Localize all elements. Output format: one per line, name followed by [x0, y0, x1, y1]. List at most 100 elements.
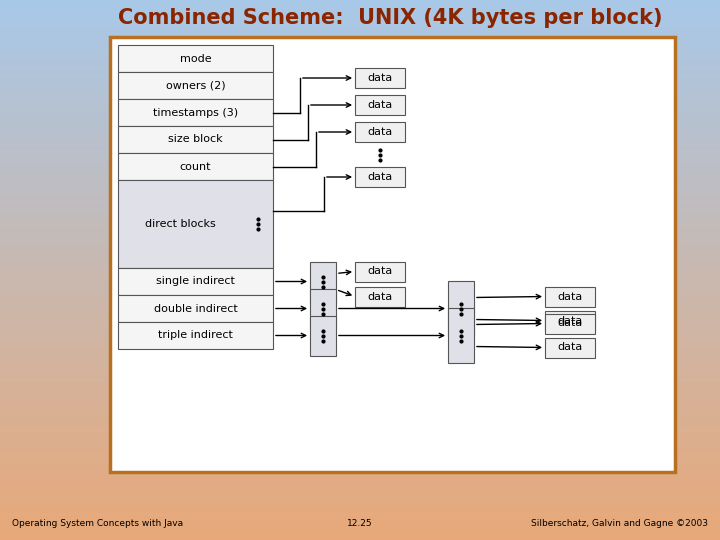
- Bar: [0, 300, 720, 302]
- Bar: [0, 421, 720, 424]
- Bar: [0, 51, 720, 54]
- Bar: [0, 127, 720, 130]
- Bar: [0, 235, 720, 238]
- Bar: [0, 124, 720, 127]
- Bar: [0, 205, 720, 208]
- Bar: [0, 359, 720, 362]
- Bar: [0, 40, 720, 43]
- Bar: [0, 427, 720, 429]
- Bar: [545, 310, 595, 330]
- Text: data: data: [367, 292, 392, 301]
- Bar: [0, 281, 720, 284]
- Bar: [118, 126, 273, 153]
- Bar: [0, 19, 720, 22]
- Bar: [0, 59, 720, 62]
- Bar: [0, 289, 720, 292]
- Bar: [0, 329, 720, 332]
- Bar: [0, 54, 720, 57]
- Bar: [0, 27, 720, 30]
- Bar: [0, 170, 720, 173]
- Bar: [0, 49, 720, 51]
- Bar: [118, 295, 273, 322]
- Bar: [0, 81, 720, 84]
- Text: Combined Scheme:  UNIX (4K bytes per block): Combined Scheme: UNIX (4K bytes per bloc…: [118, 8, 662, 28]
- Bar: [0, 132, 720, 135]
- Bar: [118, 153, 273, 180]
- Bar: [0, 319, 720, 321]
- Bar: [0, 103, 720, 105]
- Bar: [0, 138, 720, 140]
- Bar: [0, 227, 720, 229]
- Text: data: data: [557, 292, 582, 301]
- Bar: [118, 180, 273, 268]
- Bar: [0, 148, 720, 151]
- Bar: [0, 437, 720, 440]
- Bar: [0, 211, 720, 213]
- Bar: [355, 68, 405, 88]
- Text: data: data: [557, 342, 582, 353]
- Bar: [0, 518, 720, 521]
- Bar: [0, 219, 720, 221]
- Bar: [0, 348, 720, 351]
- Bar: [355, 167, 405, 187]
- Bar: [545, 314, 595, 334]
- Bar: [0, 383, 720, 386]
- Bar: [0, 526, 720, 529]
- Text: mode: mode: [180, 53, 211, 64]
- Bar: [0, 143, 720, 146]
- Bar: [0, 402, 720, 405]
- Bar: [0, 332, 720, 335]
- Bar: [0, 89, 720, 92]
- Bar: [0, 524, 720, 526]
- Bar: [0, 167, 720, 170]
- Text: data: data: [367, 267, 392, 276]
- Bar: [0, 86, 720, 89]
- Bar: [0, 105, 720, 108]
- Bar: [118, 268, 273, 295]
- Bar: [0, 284, 720, 286]
- Bar: [0, 202, 720, 205]
- Bar: [0, 305, 720, 308]
- Bar: [0, 186, 720, 189]
- Bar: [0, 238, 720, 240]
- Bar: [0, 424, 720, 427]
- Bar: [0, 232, 720, 235]
- Bar: [0, 243, 720, 246]
- Bar: [0, 408, 720, 410]
- Bar: [0, 22, 720, 24]
- Bar: [0, 435, 720, 437]
- Bar: [0, 459, 720, 462]
- Text: owners (2): owners (2): [166, 80, 225, 91]
- Bar: [0, 94, 720, 97]
- Text: single indirect: single indirect: [156, 276, 235, 287]
- Bar: [0, 364, 720, 367]
- Bar: [0, 416, 720, 418]
- Bar: [0, 224, 720, 227]
- Bar: [0, 173, 720, 176]
- Bar: [0, 491, 720, 494]
- Bar: [355, 287, 405, 307]
- Bar: [0, 340, 720, 343]
- Bar: [310, 261, 336, 301]
- Bar: [0, 184, 720, 186]
- Bar: [0, 356, 720, 359]
- Bar: [0, 35, 720, 38]
- Bar: [0, 14, 720, 16]
- Text: data: data: [557, 315, 582, 326]
- Bar: [0, 521, 720, 524]
- Bar: [0, 70, 720, 73]
- Bar: [0, 135, 720, 138]
- Bar: [0, 8, 720, 11]
- Bar: [118, 72, 273, 99]
- Text: data: data: [367, 100, 392, 110]
- Bar: [0, 313, 720, 316]
- Bar: [0, 68, 720, 70]
- Bar: [0, 497, 720, 500]
- Bar: [355, 95, 405, 115]
- Bar: [0, 0, 720, 3]
- Bar: [0, 537, 720, 540]
- Bar: [0, 440, 720, 443]
- Bar: [0, 467, 720, 470]
- Bar: [0, 76, 720, 78]
- Bar: [545, 287, 595, 307]
